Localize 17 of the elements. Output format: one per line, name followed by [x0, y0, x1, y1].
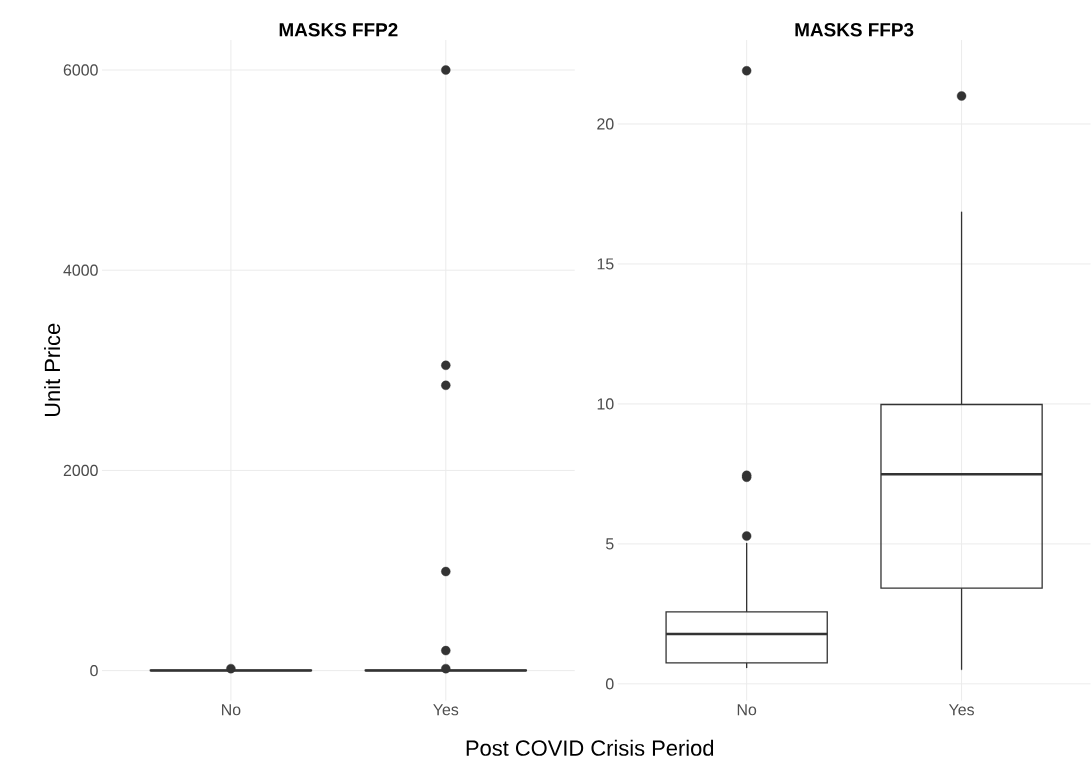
y-tick-label: 0 — [90, 665, 98, 677]
x-axis-title: Post COVID Crisis Period — [466, 739, 714, 757]
y-tick-label: 4000 — [63, 264, 98, 277]
y-tick-label: 20 — [597, 118, 614, 130]
x-tick-label: Yes — [433, 704, 459, 716]
y-axis-title: Unit Price — [44, 324, 61, 417]
y-tick-label: 15 — [597, 258, 614, 270]
x-tick-label: No — [737, 704, 757, 716]
chart-title: MASKS FFP3 — [795, 23, 914, 37]
chart-title: MASKS FFP2 — [279, 23, 398, 37]
y-tick-label: 6000 — [63, 64, 98, 76]
x-tick-label: No — [222, 704, 241, 716]
y-tick-label: 2000 — [63, 464, 98, 477]
y-tick-label: 5 — [605, 538, 614, 550]
y-tick-label: 0 — [605, 678, 614, 690]
y-tick-label: 10 — [597, 398, 614, 410]
x-tick-label: Yes — [948, 704, 974, 716]
